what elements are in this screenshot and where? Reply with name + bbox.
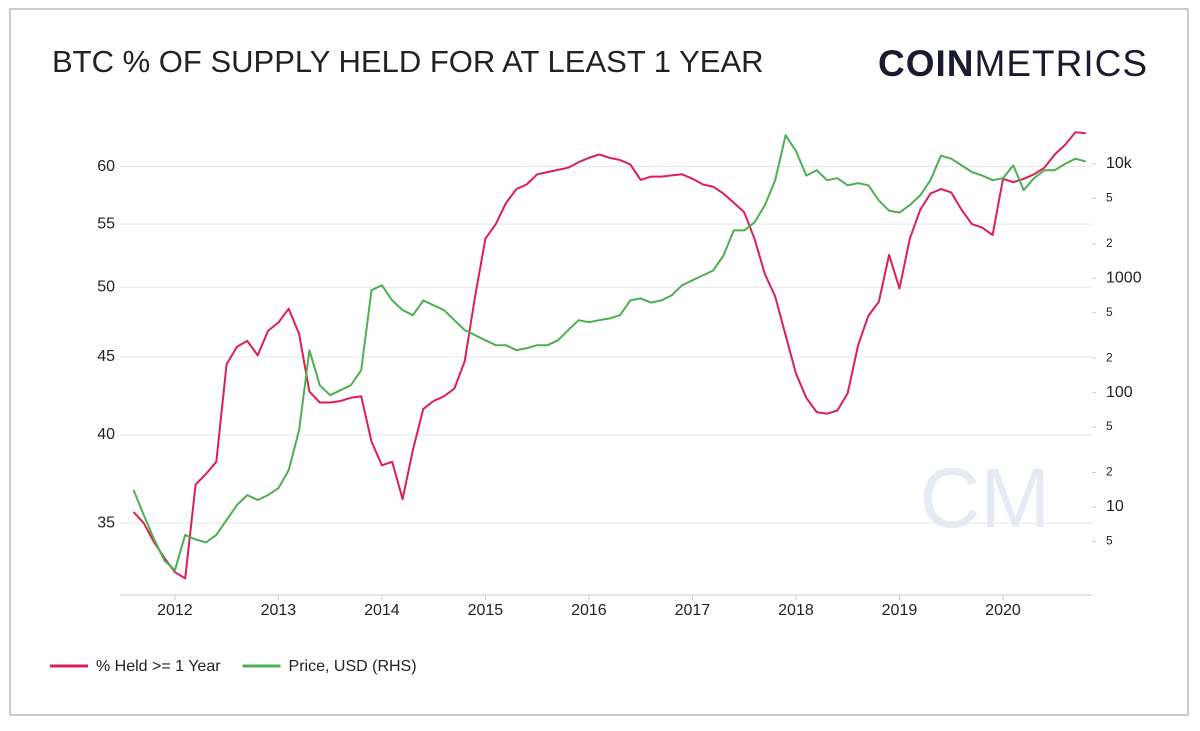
x-tick-label: 2020	[985, 602, 1021, 619]
x-tick-label: 2014	[364, 602, 400, 619]
data-line	[132, 134, 1087, 572]
legend-label: % Held >= 1 Year	[96, 658, 221, 675]
y2-tick-label: 10	[1106, 498, 1124, 515]
y-tick-label: 50	[97, 278, 115, 295]
frame	[9, 8, 1189, 716]
y2-tick-label: 5	[1106, 190, 1113, 204]
y2-tick-label: 100	[1106, 384, 1133, 401]
data-line	[132, 131, 1086, 580]
y-tick-label: 35	[97, 514, 115, 531]
y2-tick-label: 10k	[1106, 155, 1133, 172]
y-tick-label: 55	[97, 215, 115, 232]
x-tick-label: 2013	[261, 602, 297, 619]
watermark: CM	[920, 451, 1051, 545]
x-tick-label: 2016	[571, 602, 607, 619]
y2-tick-label: 2	[1106, 465, 1113, 479]
x-tick-label: 2017	[675, 602, 711, 619]
logo-light: METRICS	[975, 43, 1149, 84]
x-tick-label: 2012	[157, 602, 193, 619]
y2-tick-label: 1000	[1106, 269, 1142, 286]
y2-tick-label: 5	[1106, 419, 1113, 433]
y2-tick-label: 5	[1106, 305, 1113, 319]
x-tick-label: 2018	[778, 602, 814, 619]
y-tick-label: 60	[97, 158, 115, 175]
x-tick-label: 2015	[468, 602, 504, 619]
logo-bold: COIN	[878, 43, 975, 84]
chart-title: BTC % OF SUPPLY HELD FOR AT LEAST 1 YEAR	[52, 44, 764, 79]
y2-tick-label: 5	[1106, 534, 1113, 548]
y-tick-label: 45	[97, 348, 115, 365]
y2-tick-label: 2	[1106, 350, 1113, 364]
y-tick-label: 40	[97, 426, 115, 443]
x-tick-label: 2019	[882, 602, 918, 619]
y2-tick-label: 2	[1106, 236, 1113, 250]
logo: COINMETRICS	[878, 43, 1148, 84]
legend-label: Price, USD (RHS)	[289, 658, 417, 675]
